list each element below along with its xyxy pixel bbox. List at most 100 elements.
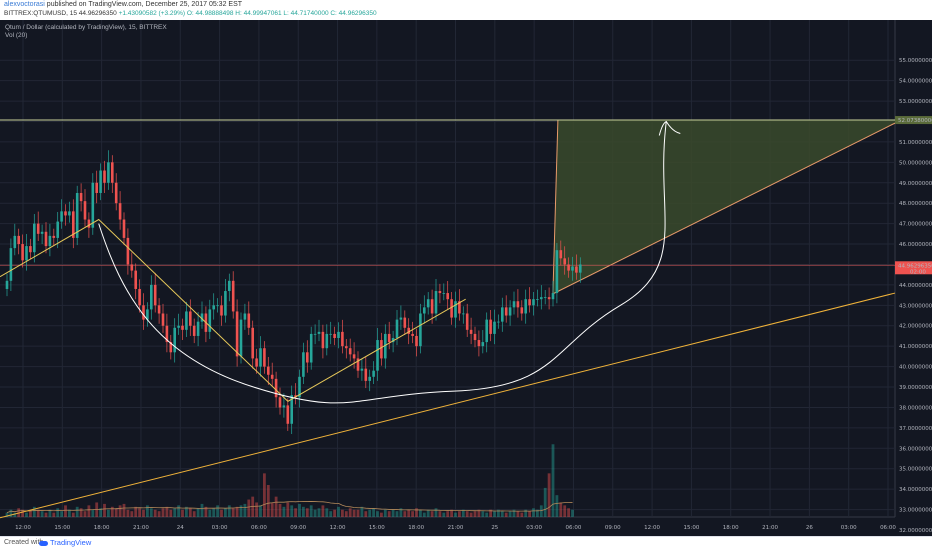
candle-body [274, 378, 278, 398]
candle-body [235, 311, 239, 357]
volume-bar [415, 508, 418, 517]
candle-body [536, 299, 539, 300]
candle-body [563, 258, 566, 265]
candle-body [528, 299, 531, 306]
candle-body [321, 331, 325, 349]
candle-body [575, 266, 578, 273]
candle-body [111, 162, 114, 183]
candle-body [551, 293, 555, 300]
candle-body [579, 264, 582, 273]
volume-bar [216, 505, 219, 517]
volume-bar [181, 509, 184, 517]
candle-body [91, 182, 95, 228]
candle-body [72, 211, 75, 238]
volume-bar [169, 509, 173, 517]
tradingview-logo[interactable]: TradingView [39, 538, 91, 547]
projection-arrowhead [658, 120, 681, 136]
candle-body [294, 395, 297, 398]
x-tick-label: 21:00 [762, 525, 778, 531]
x-tick-label: 26 [806, 525, 813, 531]
candle-body [446, 293, 449, 300]
candle-body [118, 203, 122, 220]
volume-bar [177, 505, 180, 517]
candle-body [380, 340, 383, 359]
candle-body [251, 327, 254, 359]
volume-bar [274, 496, 278, 517]
candle-body [532, 299, 535, 306]
volume-bar [114, 508, 118, 517]
candle-body [25, 246, 28, 261]
candle-body [309, 333, 313, 363]
volume-bar [391, 509, 395, 517]
volume-bar [251, 496, 255, 517]
y-tick-label: 47.00000000 [899, 222, 932, 228]
x-tick-label: 21:00 [133, 525, 149, 531]
volume-bar [224, 508, 227, 517]
y-tick-label: 51.00000000 [899, 140, 932, 146]
volume-bar [493, 511, 496, 517]
volume-bar [430, 511, 434, 517]
x-tick-label: 03:00 [212, 525, 228, 531]
candle-body [216, 305, 219, 307]
candle-body [337, 331, 340, 338]
volume-bar [360, 506, 364, 517]
y-tick-label: 48.00000000 [899, 201, 932, 207]
volume-legend: Vol (20) [5, 32, 28, 39]
support-trend-line [0, 292, 896, 519]
candle-body [555, 250, 559, 294]
volume-bar [243, 503, 247, 517]
candle-body [387, 333, 391, 343]
volume-bar [192, 511, 196, 517]
candle-body [481, 342, 485, 347]
candle-body [267, 366, 270, 375]
volume-bar [399, 508, 403, 517]
candle-body [196, 321, 200, 336]
volume-bar [450, 509, 453, 517]
candle-body [185, 311, 188, 330]
candle-body [48, 235, 52, 247]
volume-bar [426, 509, 430, 517]
candle-body [169, 342, 173, 353]
volume-bar [321, 505, 325, 517]
volume-bar [32, 506, 36, 517]
volume-bar [138, 508, 141, 517]
x-tick-label: 12:00 [330, 525, 346, 531]
candle-body [430, 299, 434, 314]
volume-bar [239, 505, 243, 517]
volume-bar [270, 502, 274, 517]
volume-bar [477, 509, 481, 517]
volume-bar [220, 509, 223, 517]
publish-line: alexvoctorasi published on TradingView.c… [4, 1, 242, 8]
volume-bar [458, 511, 461, 517]
x-tick-label: 06:00 [566, 525, 582, 531]
chart-title: Qtum / Dollar (calculated by TradingView… [5, 24, 167, 31]
volume-bar [122, 503, 126, 517]
volume-bar [29, 511, 32, 517]
y-tick-label: 34.00000000 [899, 487, 932, 493]
y-tick-label: 42.00000000 [899, 324, 932, 330]
volume-bar [126, 509, 130, 517]
author-link[interactable]: alexvoctorasi [4, 1, 45, 8]
chart-area[interactable]: 55.0000000054.0000000053.0000000052.0000… [0, 20, 932, 536]
y-tick-label: 37.00000000 [899, 426, 932, 432]
volume-bar [71, 512, 75, 517]
candle-body [142, 305, 145, 320]
candle-body [497, 321, 500, 323]
candle-body [454, 301, 457, 318]
volume-bar [263, 473, 266, 517]
candle-body [282, 405, 286, 408]
x-tick-label: 15:00 [683, 525, 699, 531]
candle-body [364, 368, 368, 381]
volume-bar [348, 508, 352, 517]
volume-bar [68, 509, 71, 517]
x-tick-label: 18:00 [94, 525, 110, 531]
volume-bar [142, 509, 145, 517]
volume-bar [364, 511, 368, 517]
volume-bar [481, 511, 485, 517]
volume-bar [387, 511, 391, 517]
y-tick-label: 44.00000000 [899, 283, 932, 289]
candle-body [462, 313, 465, 315]
x-tick-label: 25 [491, 525, 498, 531]
price-chart[interactable]: 55.0000000054.0000000053.0000000052.0000… [0, 20, 932, 536]
volume-bar [454, 512, 457, 517]
